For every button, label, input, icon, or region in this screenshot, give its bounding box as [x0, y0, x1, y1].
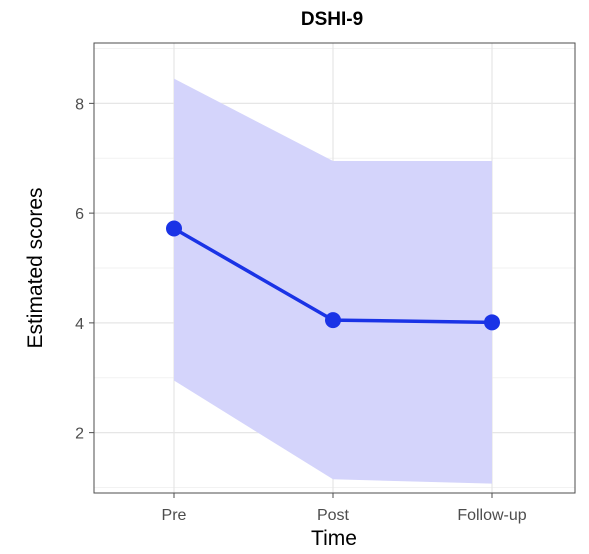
y-axis-label: Estimated scores — [24, 187, 47, 348]
data-point-post — [325, 312, 341, 329]
plot-border — [93, 42, 576, 494]
y-axis-ticks: 2 4 6 8 — [75, 96, 94, 443]
x-tick-label: Pre — [162, 507, 187, 524]
y-tick-label: 2 — [75, 426, 84, 443]
confidence-band — [174, 78, 492, 484]
y-tick-label: 8 — [75, 96, 84, 113]
x-axis-ticks: Pre Post Follow-up — [162, 493, 527, 524]
y-tick-label: 6 — [75, 206, 84, 223]
chart-title: DSHI-9 — [301, 9, 363, 30]
data-point-follow-up — [484, 314, 500, 331]
x-tick-label: Follow-up — [457, 507, 526, 524]
x-axis-label: Time — [311, 527, 357, 550]
confidence-band-layer — [174, 78, 492, 484]
data-point-layer — [166, 220, 500, 331]
data-point-pre — [166, 220, 182, 237]
y-tick-label: 4 — [75, 316, 84, 333]
x-tick-label: Post — [317, 507, 350, 524]
